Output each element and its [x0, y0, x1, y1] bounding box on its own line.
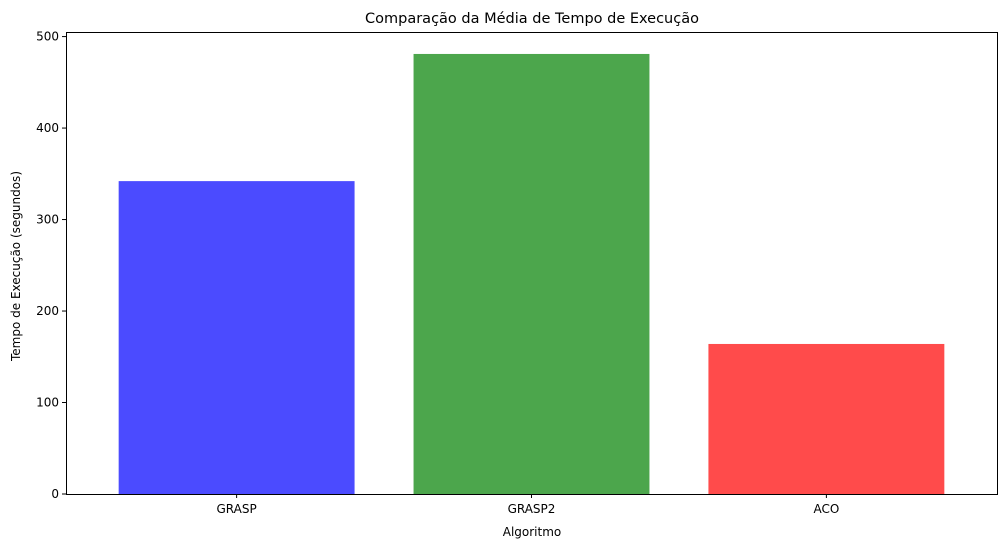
x-tick-label: GRASP2	[508, 502, 556, 516]
bars-group	[118, 53, 945, 495]
chart-title: Comparação da Média de Tempo de Execução	[365, 11, 699, 27]
bar-grasp	[118, 181, 355, 494]
x-axis-label: Algoritmo	[503, 525, 562, 539]
y-tick-label: 0	[51, 487, 59, 501]
y-tick-label: 200	[36, 304, 59, 318]
plot-frame	[66, 32, 998, 495]
x-axis-ticks: GRASP GRASP2 ACO	[217, 494, 839, 516]
bar-grasp2	[413, 53, 650, 495]
bar-aco	[708, 343, 945, 494]
y-tick-label: 100	[36, 396, 59, 410]
y-axis-ticks: 0 100 200 300 400 500	[36, 30, 66, 501]
x-tick-label: GRASP	[217, 502, 257, 516]
y-tick-label: 400	[36, 121, 59, 135]
y-tick-label: 500	[36, 30, 59, 44]
x-tick-label: ACO	[813, 502, 839, 516]
y-tick-label: 300	[36, 213, 59, 227]
y-axis-label: Tempo de Execução (segundos)	[9, 171, 23, 362]
